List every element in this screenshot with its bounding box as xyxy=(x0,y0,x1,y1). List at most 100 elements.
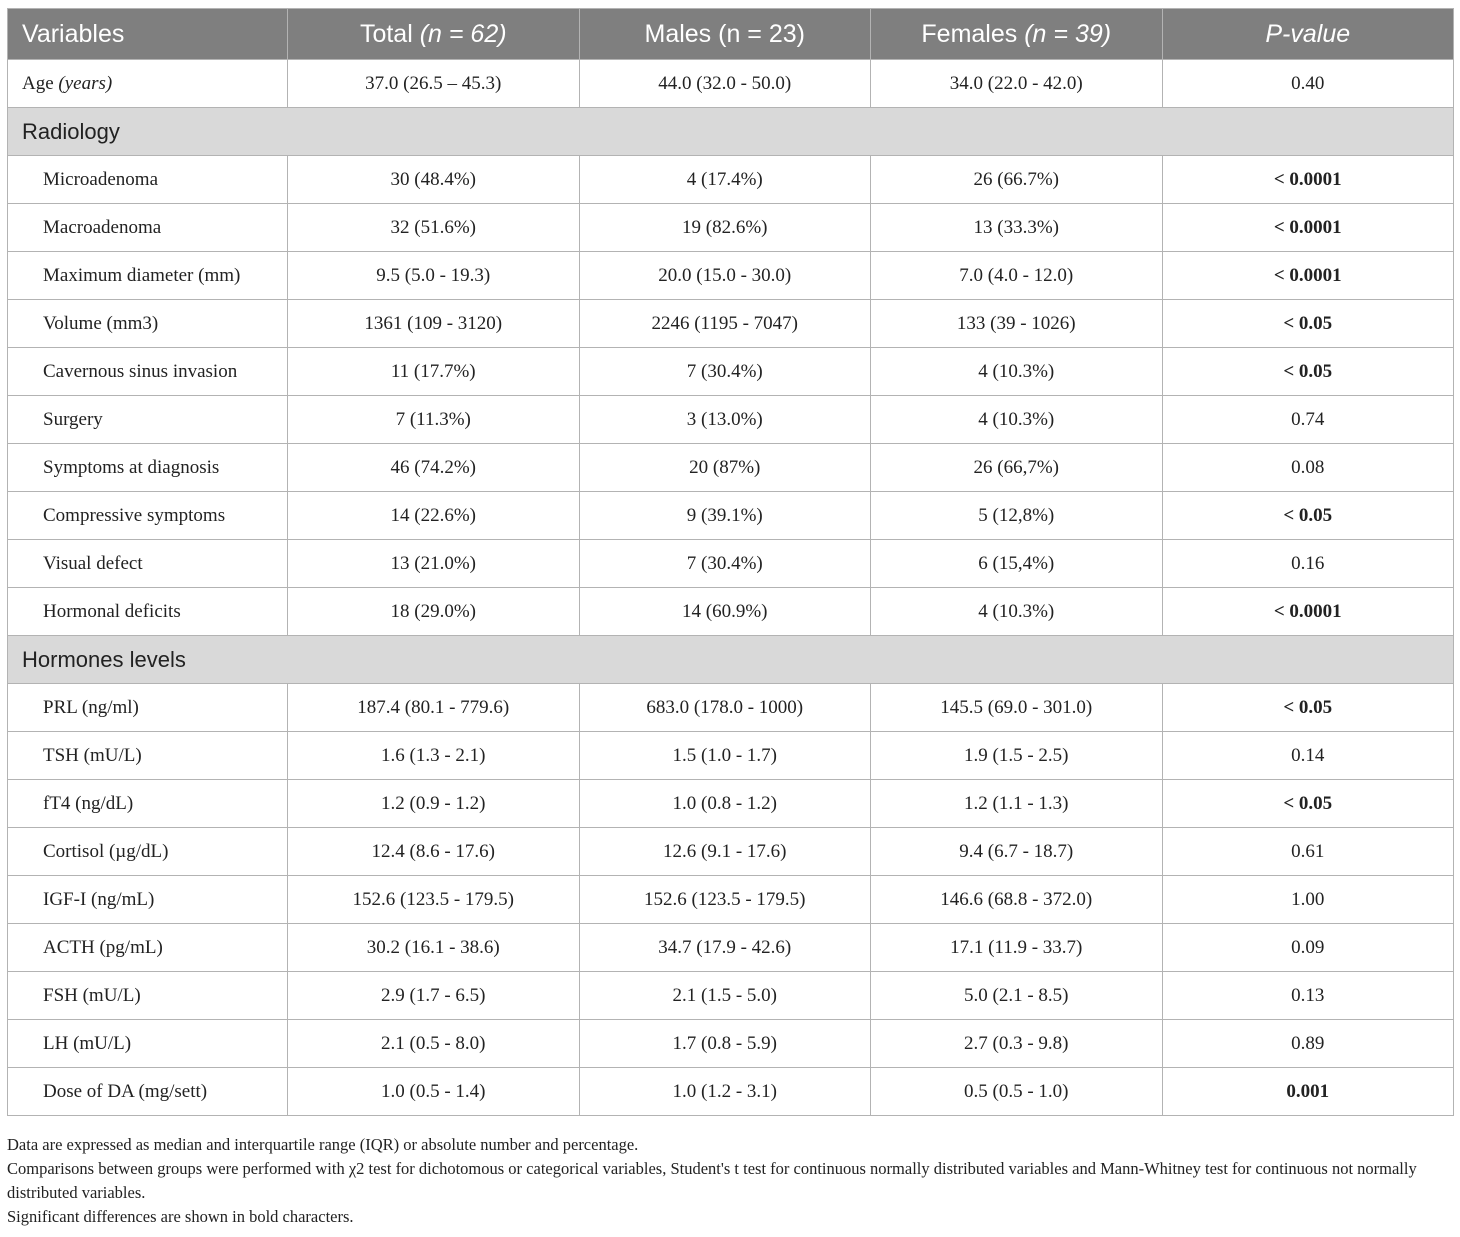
cell-total: 18 (29.0%) xyxy=(287,587,580,636)
cell-males: 1.7 (0.8 - 5.9) xyxy=(578,1019,871,1068)
cell-males: 3 (13.0%) xyxy=(578,395,871,444)
table-header: Variables Total (n = 62) Males (n = 23) … xyxy=(7,8,1454,60)
cell-females: 7.0 (4.0 - 12.0) xyxy=(870,251,1163,300)
cell-females: 0.5 (0.5 - 1.0) xyxy=(870,1067,1163,1116)
cell-p-value: 0.89 xyxy=(1161,1019,1454,1068)
cell-p-value: < 0.0001 xyxy=(1161,587,1454,636)
row-label: Compressive symptoms xyxy=(7,491,288,540)
row-label: Macroadenoma xyxy=(7,203,288,252)
row-label: Maximum diameter (mm) xyxy=(7,251,288,300)
cell-total: 1.6 (1.3 - 2.1) xyxy=(287,731,580,780)
cell-females: 133 (39 - 1026) xyxy=(870,299,1163,348)
row-label: Age (years) xyxy=(7,59,288,108)
cell-p-value: < 0.0001 xyxy=(1161,251,1454,300)
section-title: Hormones levels xyxy=(7,635,1454,684)
cell-total: 187.4 (80.1 - 779.6) xyxy=(287,683,580,732)
row-label: Hormonal deficits xyxy=(7,587,288,636)
cell-total: 1.2 (0.9 - 1.2) xyxy=(287,779,580,828)
row-label: Volume (mm3) xyxy=(7,299,288,348)
section-row: Hormones levels xyxy=(7,635,1454,684)
cell-total: 9.5 (5.0 - 19.3) xyxy=(287,251,580,300)
cell-males: 152.6 (123.5 - 179.5) xyxy=(578,875,871,924)
row-label: Cortisol (µg/dL) xyxy=(7,827,288,876)
table-row: IGF-I (ng/mL) 152.6 (123.5 - 179.5) 152.6 … xyxy=(7,875,1454,924)
row-label: IGF-I (ng/mL) xyxy=(7,875,288,924)
cell-total: 2.9 (1.7 - 6.5) xyxy=(287,971,580,1020)
table-row: TSH (mU/L) 1.6 (1.3 - 2.1) 1.5 (1.0 - 1.7)… xyxy=(7,731,1454,780)
cell-females: 17.1 (11.9 - 33.7) xyxy=(870,923,1163,972)
cell-total: 152.6 (123.5 - 179.5) xyxy=(287,875,580,924)
table-footnotes: Data are expressed as median and interqu… xyxy=(7,1133,1453,1229)
cell-total: 1.0 (0.5 - 1.4) xyxy=(287,1067,580,1116)
row-label: FSH (mU/L) xyxy=(7,971,288,1020)
header-total: Total (n = 62) xyxy=(287,8,580,60)
table-row: fT4 (ng/dL) 1.2 (0.9 - 1.2) 1.0 (0.8 - 1.2… xyxy=(7,779,1454,828)
cell-males: 1.5 (1.0 - 1.7) xyxy=(578,731,871,780)
row-label: Cavernous sinus invasion xyxy=(7,347,288,396)
cell-total: 46 (74.2%) xyxy=(287,443,580,492)
cell-females: 4 (10.3%) xyxy=(870,347,1163,396)
data-table: Variables Total (n = 62) Males (n = 23) … xyxy=(7,8,1454,1116)
cell-females: 145.5 (69.0 - 301.0) xyxy=(870,683,1163,732)
header-p-value: P-value xyxy=(1161,8,1454,60)
table-row: Microadenoma 30 (48.4%) 4 (17.4%) 26 (66.7%… xyxy=(7,155,1454,204)
cell-males: 7 (30.4%) xyxy=(578,347,871,396)
cell-total: 2.1 (0.5 - 8.0) xyxy=(287,1019,580,1068)
cell-p-value: < 0.0001 xyxy=(1161,203,1454,252)
cell-males: 44.0 (32.0 - 50.0) xyxy=(578,59,871,108)
table-body: Age (years) 37.0 (26.5 – 45.3) 44.0 (32.… xyxy=(7,59,1454,1116)
cell-males: 19 (82.6%) xyxy=(578,203,871,252)
cell-males: 1.0 (0.8 - 1.2) xyxy=(578,779,871,828)
cell-females: 26 (66.7%) xyxy=(870,155,1163,204)
cell-p-value: < 0.05 xyxy=(1161,683,1454,732)
cell-females: 9.4 (6.7 - 18.7) xyxy=(870,827,1163,876)
table-row: Volume (mm3) 1361 (109 - 3120) 2246 (1195 … xyxy=(7,299,1454,348)
table-row: Symptoms at diagnosis 46 (74.2%) 20 (87%) 2… xyxy=(7,443,1454,492)
cell-total: 30 (48.4%) xyxy=(287,155,580,204)
row-label: Visual defect xyxy=(7,539,288,588)
cell-p-value: < 0.05 xyxy=(1161,779,1454,828)
row-label: LH (mU/L) xyxy=(7,1019,288,1068)
cell-males: 4 (17.4%) xyxy=(578,155,871,204)
footnote-statistical-tests: Comparisons between groups were performe… xyxy=(7,1159,1417,1202)
table-row: Hormonal deficits 18 (29.0%) 14 (60.9%) 4 (… xyxy=(7,587,1454,636)
table-row: Dose of DA (mg/sett) 1.0 (0.5 - 1.4) 1.0 (… xyxy=(7,1067,1454,1116)
cell-p-value: < 0.05 xyxy=(1161,491,1454,540)
header-males: Males (n = 23) xyxy=(578,8,871,60)
cell-females: 4 (10.3%) xyxy=(870,395,1163,444)
cell-females: 5 (12,8%) xyxy=(870,491,1163,540)
footnote-significance: Significant differences are shown in bol… xyxy=(7,1207,354,1226)
row-label: TSH (mU/L) xyxy=(7,731,288,780)
cell-p-value: < 0.05 xyxy=(1161,299,1454,348)
cell-p-value: 0.001 xyxy=(1161,1067,1454,1116)
section-title: Radiology xyxy=(7,107,1454,156)
cell-males: 20 (87%) xyxy=(578,443,871,492)
table-container: Variables Total (n = 62) Males (n = 23) … xyxy=(7,8,1454,1116)
cell-females: 13 (33.3%) xyxy=(870,203,1163,252)
cell-total: 7 (11.3%) xyxy=(287,395,580,444)
cell-p-value: 0.40 xyxy=(1161,59,1454,108)
row-label: Dose of DA (mg/sett) xyxy=(7,1067,288,1116)
table-row: Maximum diameter (mm) 9.5 (5.0 - 19.3) 20.… xyxy=(7,251,1454,300)
table-row: Surgery 7 (11.3%) 3 (13.0%) 4 (10.3%) 0.74 xyxy=(7,395,1454,444)
table-row: ACTH (pg/mL) 30.2 (16.1 - 38.6) 34.7 (17.9… xyxy=(7,923,1454,972)
cell-females: 2.7 (0.3 - 9.8) xyxy=(870,1019,1163,1068)
cell-p-value: 0.09 xyxy=(1161,923,1454,972)
cell-total: 30.2 (16.1 - 38.6) xyxy=(287,923,580,972)
table-row: Cavernous sinus invasion 11 (17.7%) 7 (30.… xyxy=(7,347,1454,396)
footnote-data-expression: Data are expressed as median and interqu… xyxy=(7,1135,639,1154)
cell-p-value: 0.08 xyxy=(1161,443,1454,492)
cell-females: 5.0 (2.1 - 8.5) xyxy=(870,971,1163,1020)
cell-males: 2246 (1195 - 7047) xyxy=(578,299,871,348)
row-label: Symptoms at diagnosis xyxy=(7,443,288,492)
cell-males: 2.1 (1.5 - 5.0) xyxy=(578,971,871,1020)
table-row: Visual defect 13 (21.0%) 7 (30.4%) 6 (15,4%… xyxy=(7,539,1454,588)
table-row-age: Age (years) 37.0 (26.5 – 45.3) 44.0 (32.… xyxy=(7,59,1454,108)
cell-males: 34.7 (17.9 - 42.6) xyxy=(578,923,871,972)
table-row: Macroadenoma 32 (51.6%) 19 (82.6%) 13 (33.3… xyxy=(7,203,1454,252)
cell-total: 1361 (109 - 3120) xyxy=(287,299,580,348)
row-label: Microadenoma xyxy=(7,155,288,204)
cell-females: 26 (66,7%) xyxy=(870,443,1163,492)
table-row: Cortisol (µg/dL) 12.4 (8.6 - 17.6) 12.6 (9… xyxy=(7,827,1454,876)
cell-p-value: 0.13 xyxy=(1161,971,1454,1020)
